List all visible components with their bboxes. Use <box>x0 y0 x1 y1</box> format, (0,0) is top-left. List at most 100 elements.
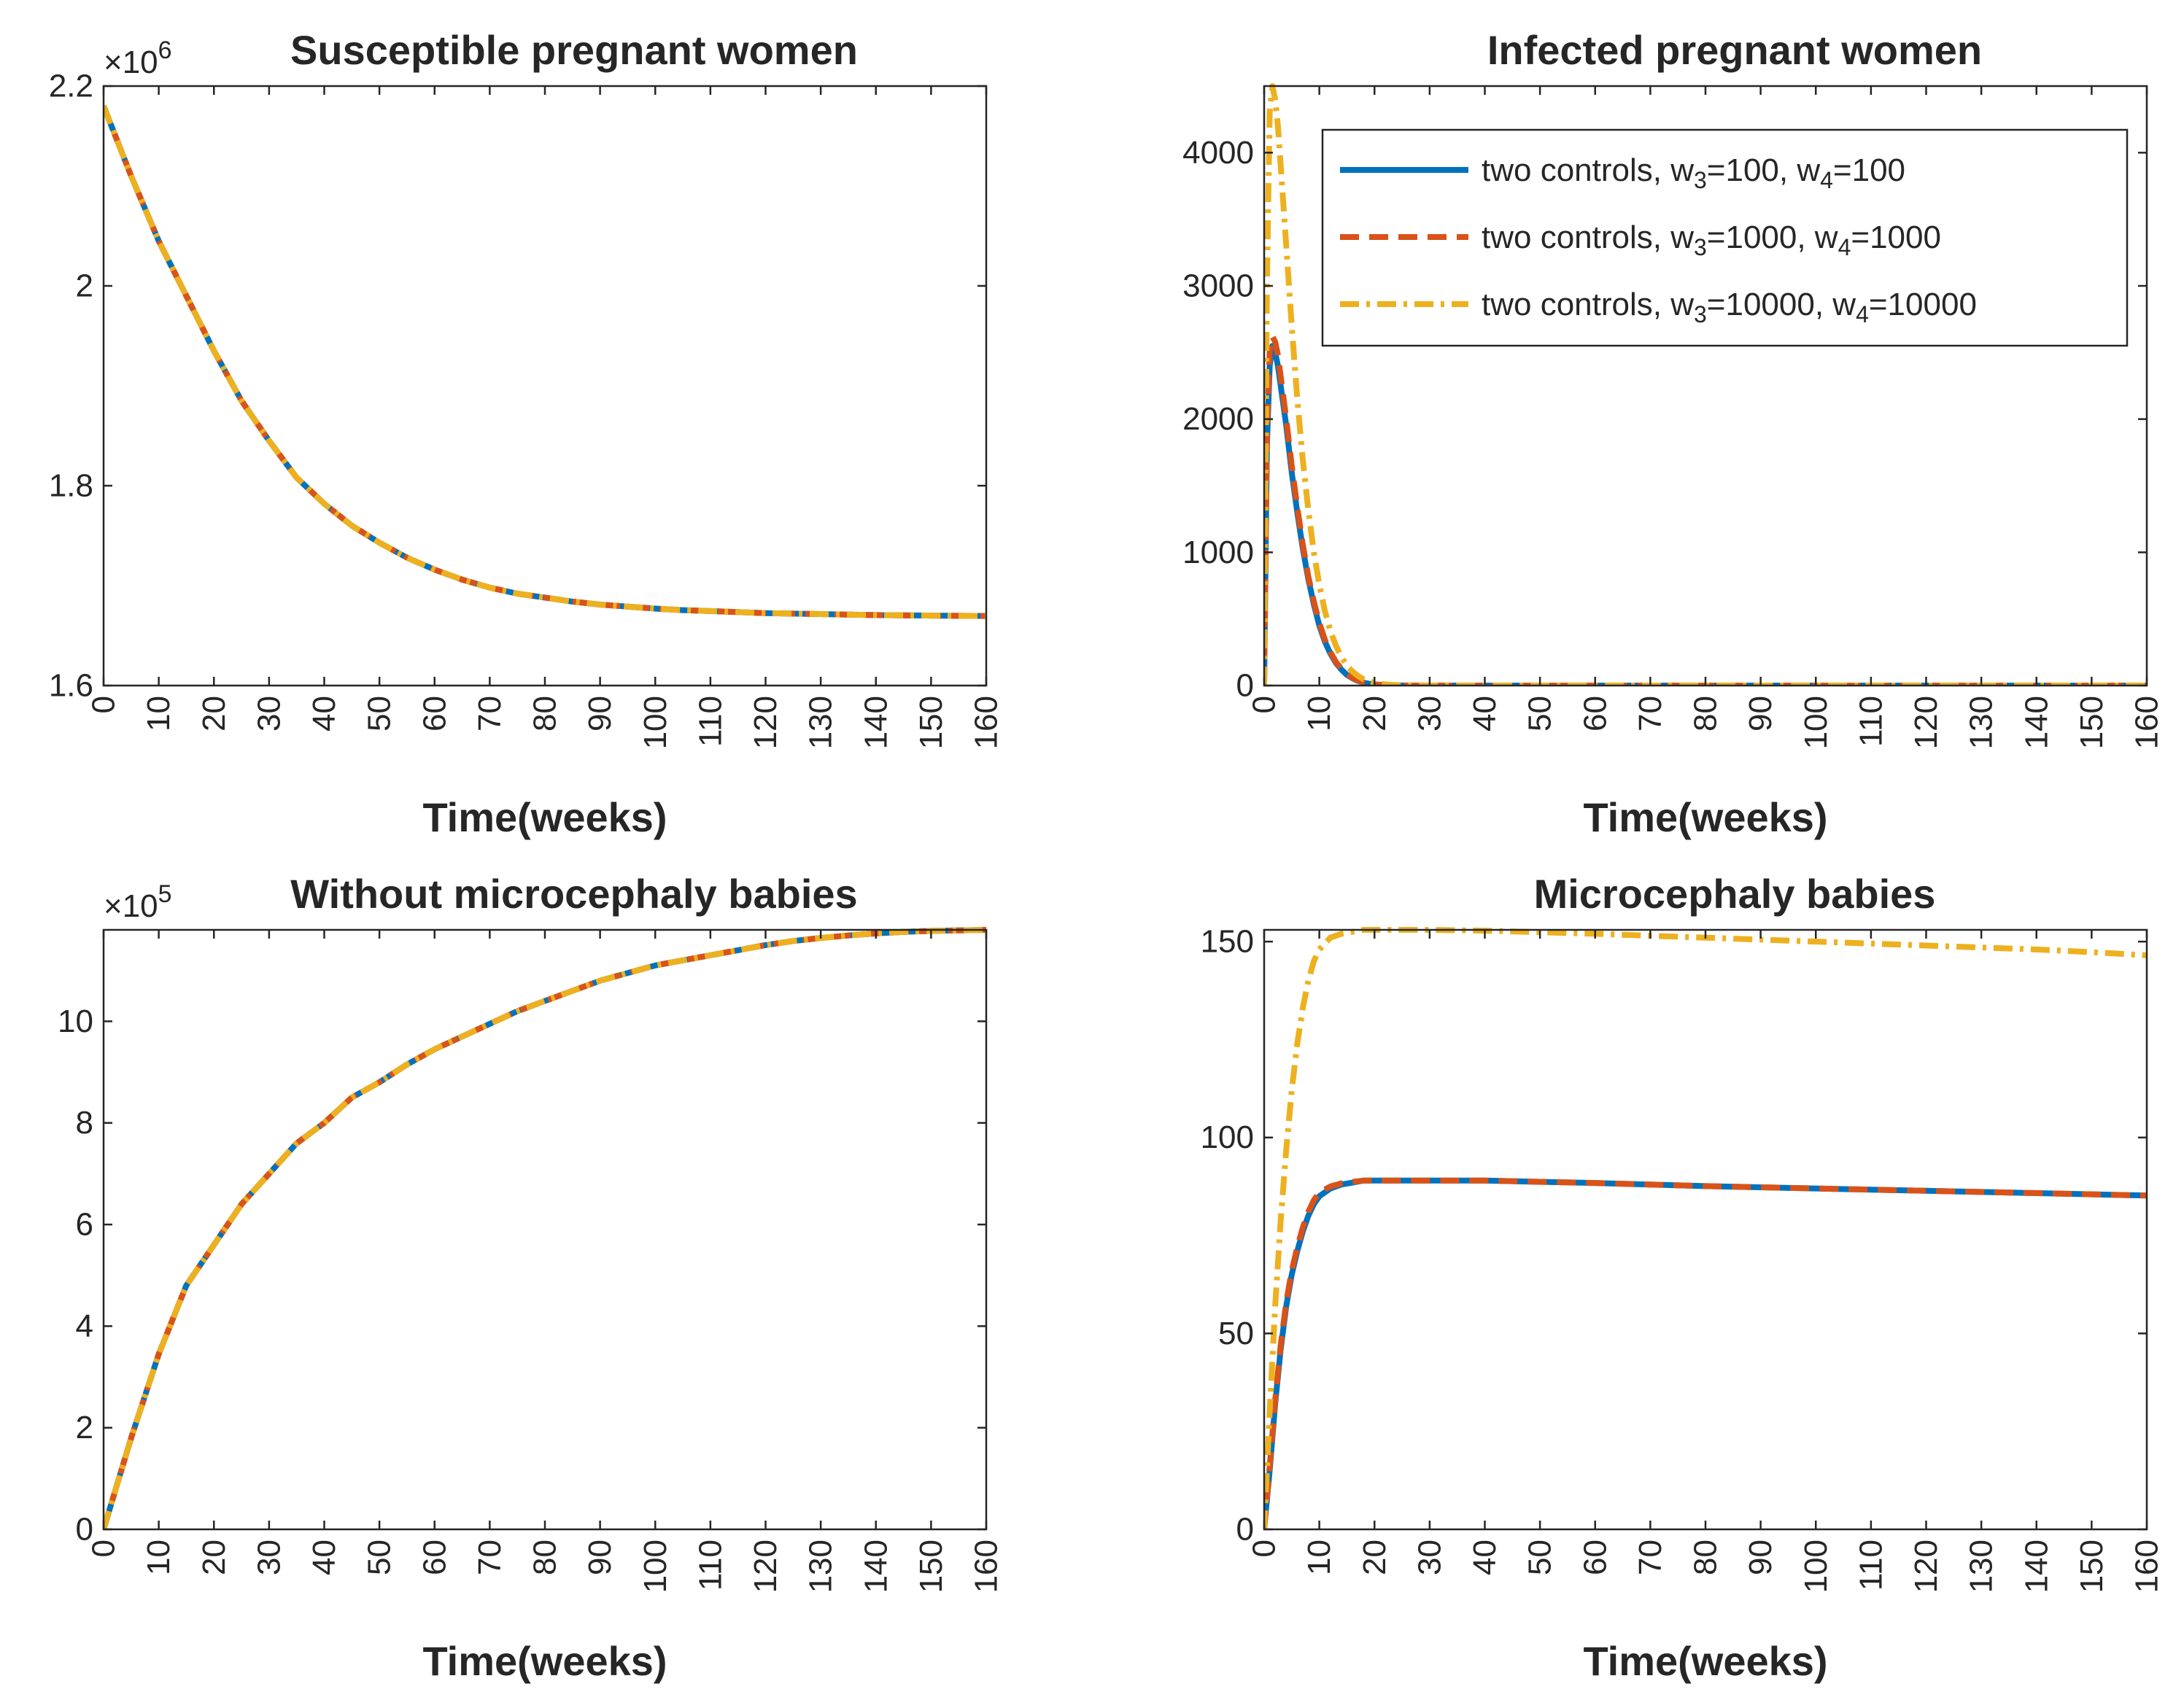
x-tick-label: 60 <box>1577 696 1613 731</box>
x-tick-label: 10 <box>1301 696 1337 731</box>
x-tick-label: 80 <box>527 696 563 731</box>
x-tick-label: 150 <box>2074 1540 2110 1593</box>
x-tick-label: 0 <box>1247 696 1282 713</box>
chart-title: Infected pregnant women <box>1487 27 1982 73</box>
x-tick-label: 130 <box>803 696 839 749</box>
x-tick-label: 20 <box>196 696 232 731</box>
x-tick-label: 50 <box>362 696 398 731</box>
x-tick-label: 160 <box>969 696 1004 749</box>
x-tick-label: 30 <box>1412 1540 1447 1575</box>
y-tick-label: 4 <box>76 1308 93 1344</box>
series-line-orange <box>1264 1177 2147 1529</box>
series-line-blue <box>1264 343 2147 686</box>
x-tick-label: 140 <box>2018 1540 2054 1593</box>
x-tick-label: 70 <box>472 1540 508 1575</box>
y-tick-label: 8 <box>76 1105 93 1141</box>
x-tick-label: 90 <box>582 696 618 731</box>
series-group <box>1264 927 2147 1529</box>
y-tick-label: 50 <box>1218 1316 1254 1351</box>
x-tick-label: 80 <box>1688 696 1724 731</box>
y-tick-label: 150 <box>1201 924 1254 960</box>
x-tick-label: 80 <box>527 1540 563 1575</box>
x-tick-label: 40 <box>306 1540 342 1575</box>
y-tick-label: 1.8 <box>49 468 93 504</box>
x-tick-label: 90 <box>582 1540 618 1575</box>
x-tick-label: 160 <box>969 1540 1004 1593</box>
series-group <box>104 104 986 619</box>
legend-entry-3: two controls, w3=10000, w4=10000 <box>1482 287 1977 328</box>
x-tick-label: 20 <box>196 1540 232 1575</box>
x-tick-label: 130 <box>803 1540 839 1593</box>
x-tick-label: 0 <box>86 1540 122 1557</box>
x-axis-label: Time(weeks) <box>1583 794 1827 840</box>
y-tick-label: 0 <box>76 1512 93 1548</box>
chart-title: Without microcephaly babies <box>290 871 857 917</box>
x-tick-label: 30 <box>251 696 287 731</box>
y-tick-label: 3000 <box>1182 268 1254 304</box>
x-tick-label: 70 <box>1633 1540 1668 1575</box>
x-tick-label: 130 <box>1964 696 1999 749</box>
chart-panel-3: 0 10 20 30 40 50 60 70 80 90 100 110 120 130 140 150 160… <box>58 871 1004 1684</box>
x-tick-label: 130 <box>1964 1540 1999 1593</box>
x-tick-label: 80 <box>1688 1540 1724 1575</box>
x-tick-label: 20 <box>1357 1540 1393 1575</box>
x-tick-label: 110 <box>1853 696 1889 747</box>
y-tick-label: 0 <box>1236 668 1254 704</box>
x-tick-label: 50 <box>1522 1540 1558 1575</box>
y-tick-label: 2000 <box>1182 401 1254 437</box>
y-tick-label: 10 <box>58 1004 93 1039</box>
series-line-blue <box>104 927 986 1529</box>
x-tick-label: 90 <box>1743 696 1778 731</box>
chart-panel-2: 0 10 20 30 40 50 60 70 80 90 100 110 120 130 140 150 160… <box>1182 27 2164 840</box>
x-tick-label: 40 <box>306 696 342 731</box>
x-tick-label: 20 <box>1357 696 1393 731</box>
y-exponent: ×105 <box>104 880 172 924</box>
x-tick-label: 120 <box>1908 1540 1944 1593</box>
x-tick-label: 140 <box>858 696 894 749</box>
x-tick-label: 120 <box>1908 696 1944 749</box>
axis-box <box>1263 928 2148 1531</box>
x-tick-label: 110 <box>692 696 728 747</box>
x-tick-label: 30 <box>1412 696 1447 731</box>
x-axis-label: Time(weeks) <box>422 1638 667 1684</box>
chart-panel-1: 0 10 20 30 40 50 60 70 80 90 100 110 120 130 140 150 160… <box>49 27 1004 840</box>
y-tick-label: 6 <box>76 1207 93 1243</box>
x-tick-label: 70 <box>1633 696 1668 731</box>
x-tick-label: 30 <box>251 1540 287 1575</box>
x-tick-label: 10 <box>141 1540 177 1575</box>
series-group <box>104 927 986 1529</box>
x-tick-label: 160 <box>2129 1540 2165 1593</box>
y-tick-label: 1.6 <box>49 668 93 704</box>
x-axis-label: Time(weeks) <box>1583 1638 1827 1684</box>
x-axis-label: Time(weeks) <box>422 794 667 840</box>
series-line-orange <box>1264 333 2147 686</box>
x-tick-label: 140 <box>2018 696 2054 749</box>
chart-panel-4: 0 10 20 30 40 50 60 70 80 90 100 110 120 130 140 150 160… <box>1201 871 2165 1684</box>
series-line-blue <box>104 104 986 619</box>
x-tick-label: 60 <box>417 1540 452 1575</box>
series-line-orange <box>104 927 986 1529</box>
x-tick-label: 40 <box>1467 696 1503 731</box>
y-tick-label: 0 <box>1236 1512 1254 1548</box>
series-line-yellow <box>104 104 986 619</box>
axis-box <box>102 928 988 1531</box>
x-tick-label: 40 <box>1467 1540 1503 1575</box>
y-tick-label: 2 <box>76 268 93 304</box>
x-tick-label: 70 <box>472 696 508 731</box>
y-tick-label: 4000 <box>1182 135 1254 171</box>
series-group <box>1264 83 2147 686</box>
x-tick-label: 110 <box>692 1540 728 1591</box>
series-line-yellow <box>104 927 986 1529</box>
legend-entry-1: two controls, w3=100, w4=100 <box>1482 152 1905 194</box>
x-tick-label: 160 <box>2129 696 2165 749</box>
x-tick-label: 90 <box>1743 1540 1778 1575</box>
x-tick-label: 60 <box>1577 1540 1613 1575</box>
x-tick-label: 110 <box>1853 1540 1889 1591</box>
x-tick-label: 50 <box>1522 696 1558 731</box>
x-tick-label: 100 <box>638 696 673 749</box>
legend-box <box>1321 128 2129 347</box>
series-line-orange <box>104 104 986 619</box>
legend: two controls, w3=100, w4=100 two controls… <box>1321 128 2129 347</box>
series-line-yellow <box>1264 927 2147 1529</box>
